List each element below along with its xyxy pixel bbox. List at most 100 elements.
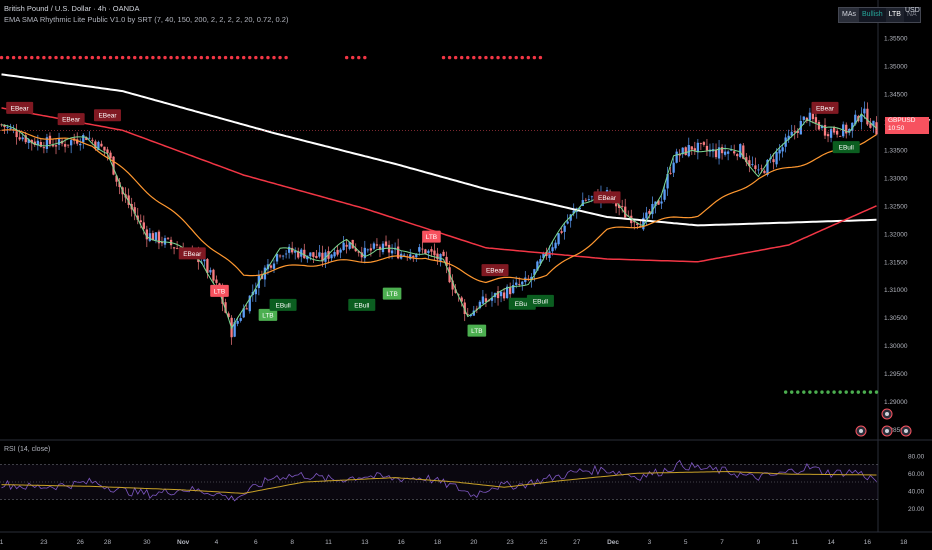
candle-body — [236, 320, 239, 324]
signal-label-box — [593, 191, 621, 204]
bullish-toggle[interactable]: Bullish — [862, 11, 883, 18]
candle-body — [569, 214, 572, 221]
signal-dot — [90, 55, 95, 60]
candle-body — [242, 308, 245, 318]
candle-body — [633, 221, 636, 223]
candle-body — [82, 134, 85, 143]
candle-body — [839, 135, 842, 137]
signal-dot — [108, 55, 113, 60]
candle-body — [651, 203, 654, 215]
mas-toggle[interactable]: MAs — [839, 8, 859, 22]
signal-dot — [874, 390, 879, 394]
candle-body — [333, 252, 336, 257]
candle-body — [560, 231, 563, 233]
candle-body — [330, 254, 333, 259]
candle-body — [508, 287, 512, 295]
candle-body — [496, 291, 500, 299]
bear-dot-row — [441, 55, 543, 60]
time-axis-label: Nov — [177, 539, 190, 546]
signal-label-bull: EBull — [526, 294, 554, 307]
signal-dot — [344, 55, 349, 60]
candle-body — [139, 220, 142, 223]
candle-body — [100, 143, 103, 147]
signal-label-box — [467, 324, 487, 337]
candle-body — [699, 142, 703, 144]
bull-dot-row — [783, 390, 879, 394]
candle-body — [539, 259, 542, 264]
na-toggle[interactable]: NA — [906, 11, 917, 18]
price-axis-label: 1.35000 — [884, 63, 908, 70]
candle-body — [636, 223, 639, 226]
candle-body — [696, 142, 700, 153]
signal-dot — [453, 55, 458, 60]
candle-body — [245, 308, 248, 310]
signal-dot — [120, 55, 125, 60]
signal-dot — [48, 55, 52, 60]
signal-label-box — [93, 109, 121, 122]
candle-body — [860, 114, 863, 123]
candle-body — [209, 270, 212, 273]
candle-body — [675, 151, 678, 163]
event-icon-core — [904, 429, 908, 433]
signal-dot — [175, 55, 179, 60]
candle-body — [442, 251, 445, 256]
signal-dot — [248, 55, 252, 60]
time-axis-label: 16 — [864, 539, 872, 546]
candle-body — [381, 243, 385, 253]
candle-body — [106, 149, 109, 154]
signal-dot — [235, 55, 240, 60]
candle-body — [269, 265, 273, 268]
signal-label-ltb-bull: LTB — [382, 287, 402, 300]
time-axis-label: 14 — [827, 539, 835, 546]
currency-label[interactable]: USD — [905, 7, 920, 14]
signal-dot — [211, 55, 216, 60]
signal-dot — [187, 55, 191, 60]
signal-dot — [496, 55, 500, 60]
candle-body — [829, 129, 833, 138]
candle-body — [814, 117, 818, 123]
signal-label-box — [269, 298, 297, 311]
signal-dot — [24, 55, 28, 60]
signal-label-text: LTB — [426, 234, 437, 241]
candle-body — [15, 131, 18, 138]
signal-label-box — [210, 284, 229, 297]
signal-dot — [844, 390, 848, 394]
time-axis-label: 7 — [720, 539, 724, 546]
candle-body — [660, 201, 663, 204]
candle-body — [787, 135, 790, 140]
signal-dot — [229, 55, 234, 60]
candle-body — [869, 123, 872, 128]
indicator-title: EMA SMA Rhythmic Lite Public V1.0 by SRT… — [4, 15, 289, 24]
candle-body — [148, 233, 152, 241]
candle-body — [91, 139, 94, 141]
candle-body — [723, 151, 727, 155]
candle-body — [533, 269, 536, 275]
candle-body — [766, 159, 769, 175]
candle-body — [318, 252, 321, 257]
candle-body — [763, 170, 766, 174]
candle-body — [645, 212, 648, 219]
signal-label-text: EBull — [533, 298, 549, 305]
signal-label-bull: EBull — [269, 298, 297, 311]
candle-body — [403, 254, 406, 256]
signal-label-box — [811, 101, 839, 114]
candle-body — [79, 143, 82, 146]
candle-body — [848, 128, 851, 133]
candle-body — [566, 221, 569, 224]
candle-body — [826, 134, 830, 137]
signal-label-text: LTB — [262, 312, 273, 319]
candle-body — [445, 256, 448, 266]
signal-dot — [217, 55, 222, 60]
signal-dot — [181, 55, 185, 60]
signal-dot — [60, 55, 64, 60]
signal-dot — [36, 55, 40, 60]
candle-body — [835, 130, 839, 135]
signal-dot — [814, 390, 818, 394]
signal-label-ltb-bear: LTB — [422, 230, 441, 243]
candle-body — [215, 279, 218, 283]
candle-body — [48, 135, 52, 144]
candle-body — [372, 243, 376, 249]
ltb-toggle[interactable]: LTB — [885, 8, 904, 22]
